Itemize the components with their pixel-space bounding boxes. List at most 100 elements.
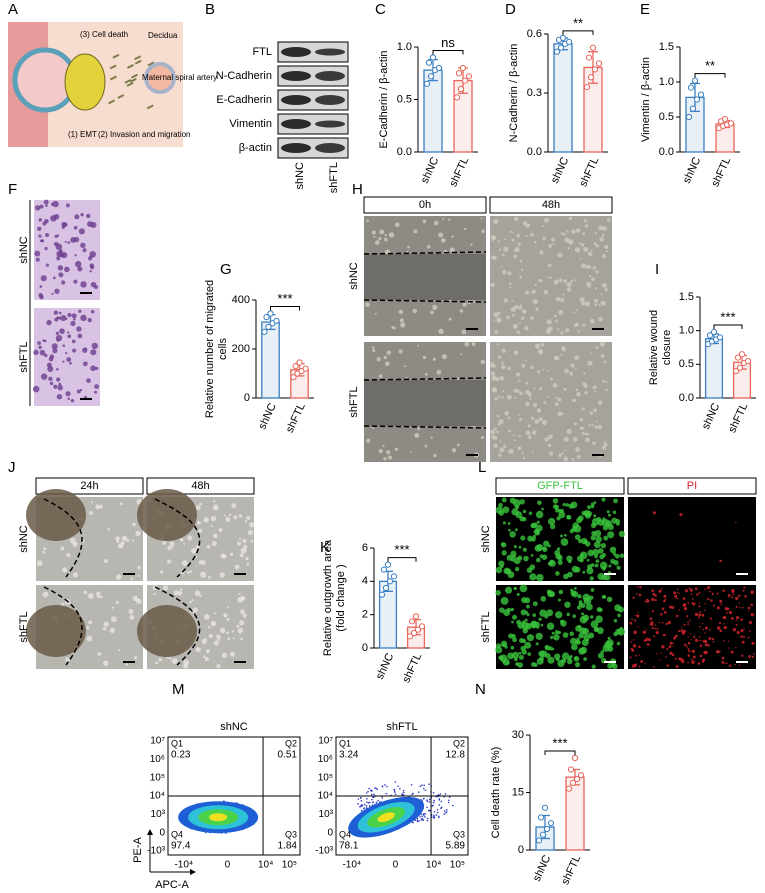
data-point [691, 77, 699, 84]
cell [496, 343, 500, 346]
blot-strip [277, 113, 349, 135]
cell [525, 359, 527, 362]
cell [674, 657, 677, 660]
cell [694, 612, 699, 616]
cell [566, 281, 572, 287]
cell [34, 250, 41, 257]
cell [83, 590, 88, 595]
column-label: 48h [542, 199, 560, 211]
cell [54, 234, 58, 238]
cell [710, 599, 713, 602]
cell [226, 617, 230, 621]
cell [531, 299, 535, 303]
cell [594, 390, 597, 393]
cell [554, 402, 559, 406]
cell [89, 270, 92, 273]
cell [166, 656, 169, 659]
cell [494, 397, 498, 401]
data-point [386, 578, 394, 585]
cell [588, 423, 591, 427]
cell [366, 219, 369, 223]
data-point [567, 766, 575, 773]
event [367, 790, 369, 793]
cell [581, 431, 585, 435]
cell [672, 645, 674, 648]
cell [535, 557, 541, 563]
cell [498, 311, 501, 315]
cell [613, 560, 619, 566]
cell [493, 218, 499, 225]
cell [39, 204, 44, 209]
cell [85, 625, 90, 630]
cell [69, 361, 72, 365]
cell [73, 318, 76, 321]
data-point [744, 357, 752, 365]
cell [125, 663, 128, 666]
band [281, 95, 311, 105]
cell [551, 631, 555, 635]
row-label: shNC [480, 525, 492, 553]
cell [417, 344, 420, 347]
row-label: shNC [348, 262, 360, 290]
cell [136, 598, 142, 604]
cell [580, 553, 584, 557]
y-tick-label: 400 [232, 294, 250, 306]
cell [537, 348, 544, 355]
cell [490, 371, 496, 376]
x-tick-label: shNC [256, 401, 279, 431]
cell [687, 636, 689, 638]
cell [520, 535, 526, 541]
spiral-artery [144, 62, 176, 94]
cell [62, 567, 68, 573]
cell [90, 349, 97, 356]
outgrowth-edge [43, 586, 83, 666]
cell [243, 544, 248, 549]
cell [507, 522, 511, 525]
spheroid-core [26, 489, 86, 541]
cell [595, 346, 599, 349]
data-point [693, 96, 701, 103]
cell [680, 658, 683, 661]
cell [386, 450, 391, 455]
cell [519, 499, 525, 505]
panel-label: E [640, 1, 650, 18]
cell [691, 597, 694, 600]
cell [60, 315, 67, 322]
cell [459, 309, 464, 313]
cell [242, 538, 247, 544]
data-point [553, 48, 561, 55]
cell [56, 367, 59, 371]
event [432, 792, 435, 794]
cell [237, 627, 244, 634]
cell [687, 621, 690, 623]
cell [432, 357, 437, 361]
cell [678, 629, 681, 633]
cell [519, 259, 523, 263]
cell [496, 430, 499, 434]
cell [569, 637, 577, 645]
event [385, 792, 388, 795]
cell [391, 326, 395, 330]
x-tick-label: shNC [681, 155, 704, 185]
cell [734, 663, 736, 666]
migrating-cell [126, 81, 134, 87]
cell [536, 408, 542, 413]
micrograph [34, 308, 100, 406]
data-point [535, 837, 543, 844]
event [426, 806, 428, 809]
data-point [412, 613, 420, 620]
cell [560, 298, 565, 303]
cell [595, 615, 603, 623]
cell [608, 564, 612, 568]
flow-y-tick: 10³ [319, 809, 334, 820]
cell [512, 637, 517, 643]
micrograph [490, 216, 612, 336]
cell [516, 233, 520, 238]
cell [586, 432, 589, 436]
cell [540, 342, 545, 347]
cell [384, 234, 387, 237]
cell [93, 285, 98, 290]
cell [697, 616, 700, 619]
cell [711, 637, 715, 641]
cell [582, 232, 586, 236]
